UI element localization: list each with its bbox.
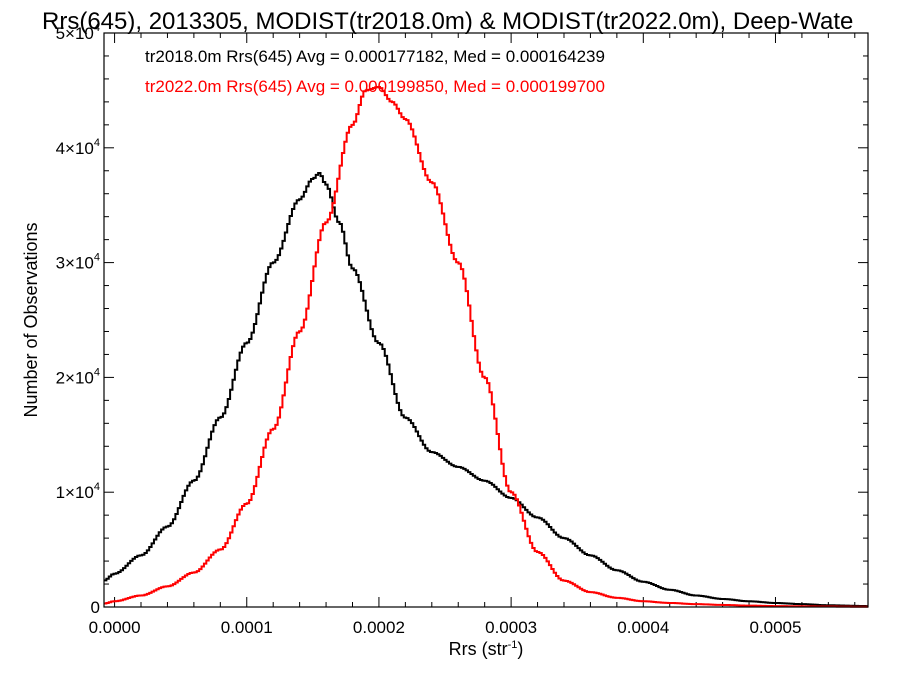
x-tick-label: 0.0005	[749, 618, 801, 637]
legend-entry-tr2018: tr2018.0m Rrs(645) Avg = 0.000177182, Me…	[145, 47, 605, 66]
axes-layer: 0.0000 0.0001 0.0002 0.0003 0.0004 0.0005 0 1×1…	[56, 22, 868, 637]
x-axis-title-text: Rrs (str	[449, 639, 508, 659]
y-tick-label: 2×104	[56, 366, 100, 387]
x-tick-label: 0.0001	[221, 618, 273, 637]
y-axis-title: Number of Observations	[21, 222, 41, 417]
series-tr2022.0m	[104, 85, 868, 608]
chart-title: Rrs(645), 2013305, MODIST(tr2018.0m) & M…	[42, 8, 853, 35]
legend-entry-tr2022: tr2022.0m Rrs(645) Avg = 0.000199850, Me…	[145, 77, 605, 96]
x-tick-label: 0.0000	[89, 618, 141, 637]
y-tick-label: 4×104	[56, 137, 100, 158]
y-tick-label: 3×104	[56, 252, 100, 273]
x-tick-label: 0.0004	[617, 618, 669, 637]
x-axis-title: Rrs (str-1)	[449, 639, 524, 659]
y-tick-label: 1×104	[56, 481, 100, 502]
x-axis-title-end: )	[517, 639, 523, 659]
y-tick-label: 5×104	[56, 22, 100, 43]
x-tick-label: 0.0003	[485, 618, 537, 637]
plot-frame	[103, 32, 869, 608]
series-layer	[104, 85, 868, 608]
x-axis-title-sup: -1	[508, 639, 518, 651]
y-tick-label: 0	[91, 598, 100, 617]
series-tr2018.0m	[104, 172, 868, 608]
x-tick-label: 0.0002	[353, 618, 405, 637]
